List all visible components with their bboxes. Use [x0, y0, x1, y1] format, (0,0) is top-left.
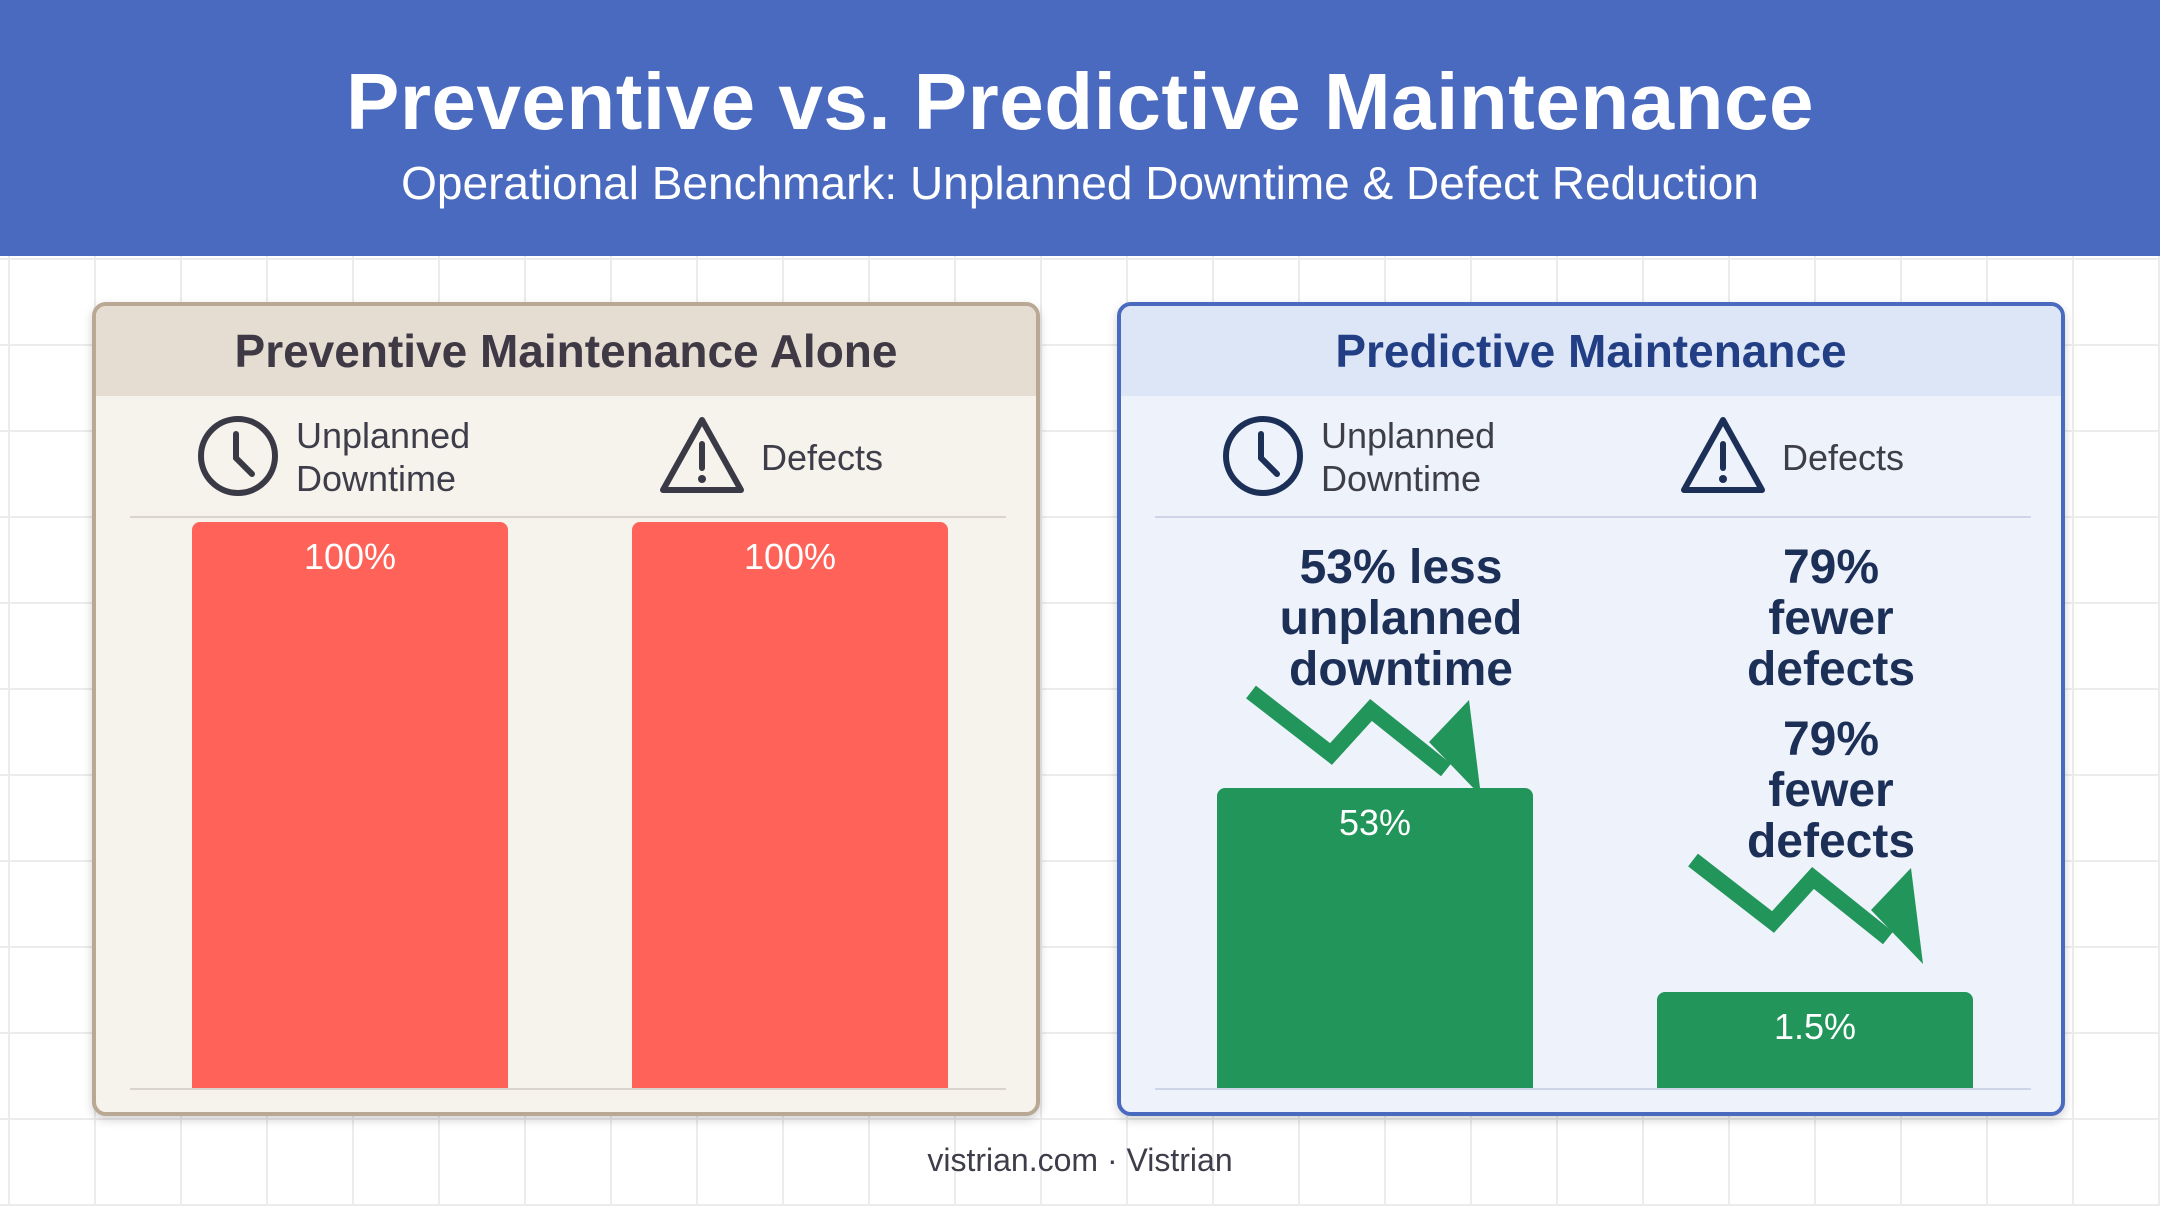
header-divider	[130, 516, 1006, 518]
bar-predictive-downtime: 53%	[1217, 788, 1533, 1088]
callout-line: 79%	[1782, 713, 1880, 766]
page-title: Preventive vs. Predictive Maintenance	[345, 57, 1815, 146]
panel-preventive: Preventive Maintenance Alone Unplanned D…	[92, 302, 1040, 1116]
trend-down-arrow-icon	[1688, 853, 1923, 964]
metric-label-defects: Defects	[761, 437, 884, 478]
callout-line: 53% less	[1299, 541, 1503, 594]
bar-value-label: 1.5%	[1773, 1006, 1857, 1047]
panel-predictive: Predictive Maintenance Unplanned Downtim…	[1117, 302, 2065, 1116]
callout-line: defects	[1746, 815, 1916, 868]
bar-value-label: 100%	[743, 536, 837, 577]
metric-label-defects: Defects	[1782, 437, 1905, 478]
callout-line: fewer	[1768, 764, 1894, 817]
chart-baseline	[130, 1088, 1006, 1090]
bar-value-label: 100%	[303, 536, 397, 577]
trend-down-arrow-icon	[1246, 685, 1481, 796]
page-subtitle: Operational Benchmark: Unplanned Downtim…	[401, 157, 1759, 209]
callout-line: fewer	[1768, 592, 1894, 645]
warning-icon	[1681, 417, 1765, 493]
warning-icon	[660, 417, 744, 493]
chart-baseline	[1155, 1088, 2031, 1090]
panel-predictive-title: Predictive Maintenance	[1121, 306, 2061, 396]
callout-defect-reduction-repeat: 79% fewer defects	[1651, 714, 2011, 867]
metric-label-downtime: Unplanned Downtime	[296, 415, 471, 499]
bar-value-label: 53%	[1338, 802, 1412, 843]
clock-icon	[1223, 416, 1303, 496]
clock-icon	[198, 416, 278, 496]
bar-preventive-downtime: 100%	[192, 522, 508, 1088]
metric-label-downtime: Unplanned Downtime	[1321, 415, 1496, 499]
bar-predictive-defects: 1.5%	[1657, 992, 1973, 1088]
callout-downtime-reduction: 53% less unplanned downtime	[1221, 542, 1581, 695]
metric-header-defects: Defects	[657, 414, 917, 504]
callout-line: unplanned	[1279, 592, 1523, 645]
panel-preventive-title: Preventive Maintenance Alone	[96, 306, 1036, 396]
header-banner: Preventive vs. Predictive Maintenance Op…	[0, 0, 2160, 256]
header-divider	[1155, 516, 2031, 518]
callout-line: 79%	[1782, 541, 1880, 594]
callout-defect-reduction: 79% fewer defects	[1651, 542, 2011, 695]
metric-header-downtime: Unplanned Downtime	[1221, 414, 1521, 504]
bar-preventive-defects: 100%	[632, 522, 948, 1088]
footer-source: vistrian.com · Vistrian	[927, 1142, 1233, 1178]
metric-header-downtime: Unplanned Downtime	[196, 414, 496, 504]
callout-line: downtime	[1289, 643, 1513, 696]
callout-line: defects	[1746, 643, 1916, 696]
metric-header-defects: Defects	[1678, 414, 1938, 504]
